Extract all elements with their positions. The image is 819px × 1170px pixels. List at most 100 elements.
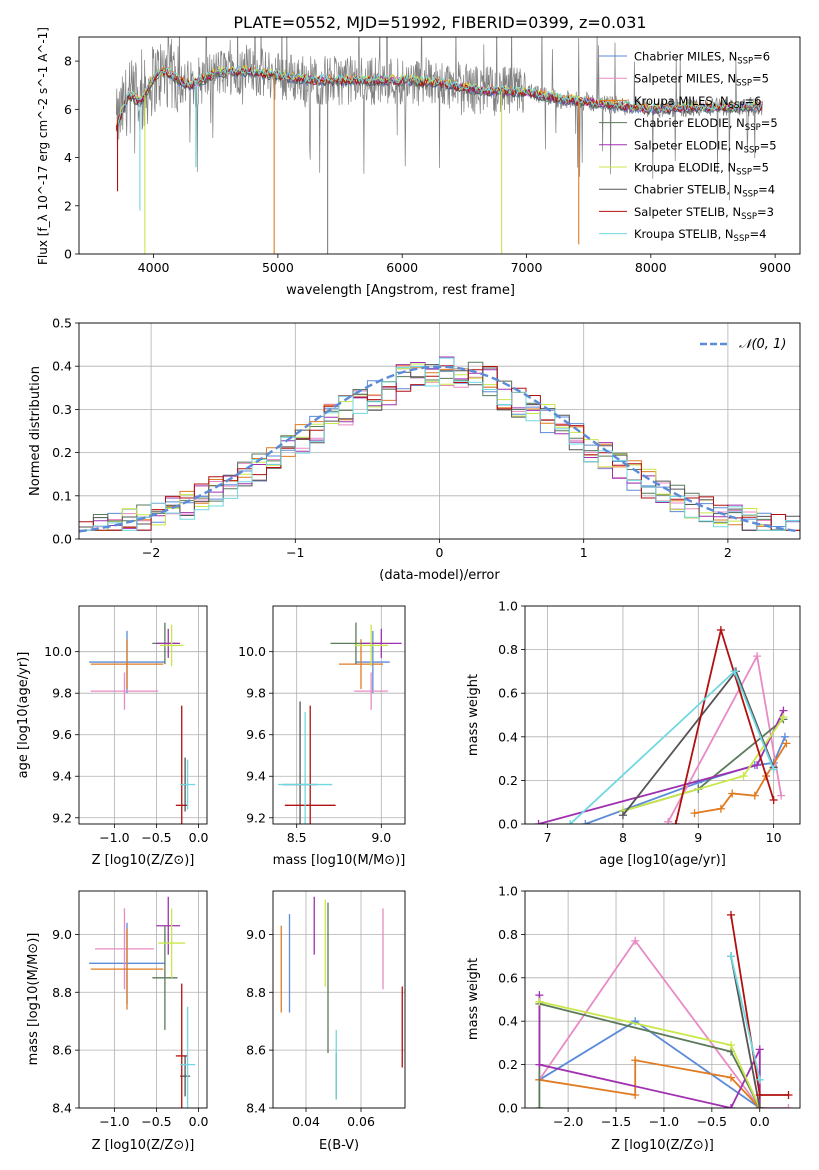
y-tick-label: 9.0 [52, 927, 72, 942]
mass-weight-marker-salpeter_stelib [727, 910, 736, 919]
y-tick-label: 8.4 [52, 1101, 72, 1116]
legend-label-sub: SSP [742, 190, 758, 200]
y-tick-label: 0.1 [52, 488, 72, 503]
x-tick-label: 8 [619, 830, 627, 845]
legend-label-chabrier_miles: Chabrier MILES, NSSP=6 [634, 50, 770, 67]
legend-label-sub: SSP [736, 168, 752, 178]
panel-residuals: −2 −1 0 1 2 0.0 0.1 0.2 0.3 0.4 0.5 (data-model)/er… [28, 316, 801, 583]
mass-weight-marker-salpeter_elodie [753, 761, 762, 770]
y-tick-label: 0.0 [52, 532, 72, 547]
plot-area-mass_vs_Z [89, 896, 196, 1108]
y-axis-label: age [log10(age/yr)] [16, 652, 31, 779]
mass-weight-marker-kroupa_elodie [535, 997, 544, 1006]
mass-weight-marker-kroupa_elodie [779, 713, 788, 722]
y-tick-label: 0.6 [498, 686, 518, 701]
mass-weight-line-kroupa_elodie [539, 1000, 761, 1108]
mass-weight-marker-kroupa_stelib [566, 820, 575, 824]
mass-weight-marker-kroupa_miles [690, 809, 699, 818]
mass-weight-marker-kroupa_miles [728, 789, 737, 798]
panel-spectrum: 4000 5000 6000 7000 8000 9000 0 2 4 6 8 wavelength … [36, 27, 801, 298]
y-tick-label: 0.2 [52, 445, 72, 460]
mass-weight-marker-kroupa_elodie [727, 1041, 736, 1050]
mass-weight-marker-kroupa_miles [750, 791, 759, 800]
legend-label-text: Salpeter ELODIE, N [634, 138, 744, 152]
legend-label-salpeter_elodie: Salpeter ELODIE, NSSP=5 [634, 138, 777, 155]
mass-weight-marker-chabrier_miles [780, 732, 789, 741]
x-tick-label: −2 [142, 545, 160, 560]
plot-area-massweight_vs_Z [535, 910, 793, 1108]
axes-frame [78, 322, 801, 540]
panel-mass_vs_Z: −1.0 −0.5 0.0 8.4 8.6 8.8 9.0 Z [log10(Z/Z⊙)] ma… [26, 890, 209, 1153]
mass-weight-marker-salpeter_miles [753, 652, 762, 661]
mass-weight-marker-salpeter_elodie [755, 1045, 764, 1054]
y-axis-label: mass weight [466, 674, 481, 756]
x-tick-label: 0.0 [189, 830, 209, 845]
mass-weight-marker-salpeter_miles [784, 1104, 793, 1108]
mass-weight-line-kroupa_miles [694, 742, 788, 814]
y-tick-label: 9.8 [52, 686, 72, 701]
legend-label-salpeter_stelib: Salpeter STELIB, NSSP=3 [634, 205, 774, 222]
legend-label-suffix: =4 [749, 227, 766, 241]
y-tick-label: 4 [64, 150, 72, 165]
x-tick-label: 0.06 [347, 1114, 375, 1129]
y-tick-label: 0.3 [52, 402, 72, 417]
x-tick-label: 4000 [138, 260, 170, 275]
legend-label-suffix: =5 [761, 116, 778, 130]
legend-label-text: Kroupa MILES, N [634, 94, 729, 108]
legend-label-sub: SSP [736, 79, 752, 89]
legend-label-sub: SSP [744, 145, 760, 155]
mass-weight-line-salpeter_miles [538, 939, 789, 1108]
y-axis-label: Normed distribution [28, 366, 43, 496]
x-axis-label: (data-model)/error [379, 568, 500, 583]
mass-weight-line-salpeter_elodie [538, 995, 761, 1108]
axes-frame [78, 36, 801, 255]
mass-weight-marker-kroupa_stelib [769, 765, 778, 774]
y-tick-label: 9.6 [246, 727, 266, 742]
legend-label-suffix: =4 [758, 183, 775, 197]
legend-label-sub: SSP [734, 234, 750, 244]
legend-label-text: Salpeter MILES, N [634, 72, 736, 86]
mass-weight-marker-kroupa_miles [631, 1056, 640, 1065]
panel-age_vs_mass: 8.5 9.0 9.2 9.4 9.6 9.8 10.0 mass [log10(M/M⊙)] [238, 605, 406, 868]
mass-weight-marker-salpeter_stelib [716, 625, 725, 634]
legend-label-chabrier_elodie: Chabrier ELODIE, NSSP=5 [634, 116, 778, 133]
y-axis-label: Flux [f_λ 10^-17 erg cm^-2 s^-1 A^-1] [36, 27, 50, 265]
x-tick-label: 6000 [386, 260, 418, 275]
y-tick-label: 0.2 [498, 1057, 518, 1072]
x-tick-label: −1.0 [99, 830, 129, 845]
y-tick-label: 0.4 [498, 1014, 518, 1029]
legend-label-sub: SSP [745, 123, 761, 133]
legend-label-text: Salpeter STELIB, N [634, 205, 741, 219]
x-tick-label: 8.5 [287, 830, 307, 845]
mass-weight-marker-kroupa_stelib [755, 1075, 764, 1084]
y-tick-label: 8.8 [246, 985, 266, 1000]
x-tick-label: −1 [286, 545, 304, 560]
x-tick-label: 10 [766, 830, 782, 845]
mass-weight-marker-salpeter_miles [664, 817, 673, 824]
legend-label-sub: SSP [729, 101, 745, 111]
mass-weight-marker-salpeter_stelib [755, 1090, 764, 1099]
legend-label-sub: SSP [741, 212, 757, 222]
mass-weight-marker-kroupa_elodie [739, 772, 748, 781]
y-tick-label: 9.0 [246, 927, 266, 942]
mass-weight-line-kroupa_stelib [730, 955, 761, 1081]
y-tick-label: 9.2 [52, 810, 72, 825]
mass-weight-marker-chabrier_elodie [535, 1104, 544, 1108]
mass-weight-marker-salpeter_miles [777, 791, 786, 800]
x-axis-label: mass [log10(M/M⊙)] [273, 853, 406, 868]
mass-weight-marker-salpeter_stelib [769, 796, 778, 805]
normal-curve [79, 365, 800, 533]
y-tick-label: 9.4 [52, 769, 72, 784]
mass-weight-marker-kroupa_miles [631, 1090, 640, 1099]
x-tick-label: −1.0 [649, 1114, 679, 1129]
y-tick-label: 1.0 [498, 884, 518, 899]
y-tick-label: 0.0 [498, 817, 518, 832]
model-spectrum-kroupa_stelib [116, 65, 763, 126]
panel-massweight_vs_age: 7 8 9 10 0.0 0.2 0.4 0.6 0.8 1.0 age [log10(age/yr… [466, 599, 801, 868]
panel-massweight_vs_Z: −2.0 −1.5 −1.0 −0.5 0.0 0.0 0.2 0.4 0.6 0.8 1.0 Z [… [466, 884, 801, 1153]
plot-area-age_vs_mass [278, 622, 402, 824]
mass-weight-marker-kroupa_miles [716, 804, 725, 813]
legend-label-kroupa_miles: Kroupa MILES, NSSP=6 [634, 94, 761, 111]
y-tick-label: 10.0 [44, 644, 72, 659]
legend-label-sub: SSP [737, 57, 753, 67]
